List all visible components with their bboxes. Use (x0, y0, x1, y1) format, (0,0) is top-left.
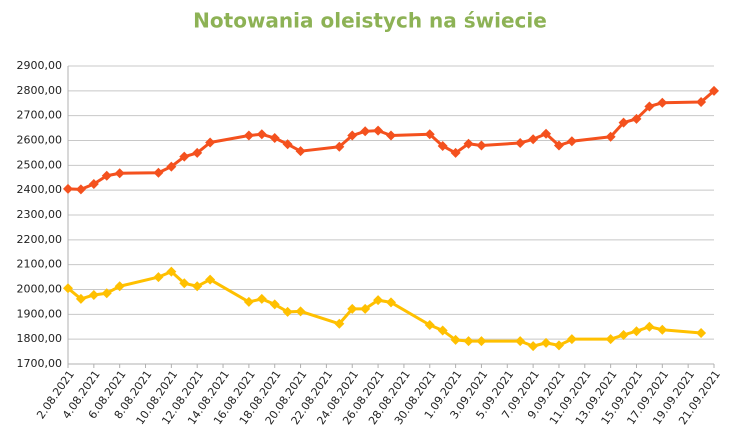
data-point (295, 306, 306, 317)
data-point (631, 326, 642, 337)
data-point (424, 129, 435, 140)
data-point (657, 97, 668, 108)
data-point (75, 293, 86, 304)
y-tick-label: 2300,00 (17, 208, 63, 221)
data-point (114, 168, 125, 179)
y-tick-label: 2600,00 (17, 134, 63, 147)
data-point (166, 161, 177, 172)
data-point (153, 272, 164, 283)
data-point (334, 141, 345, 152)
y-tick-label: 2800,00 (17, 84, 63, 97)
data-point (334, 318, 345, 329)
y-tick-label: 2500,00 (17, 158, 63, 171)
data-point (566, 334, 577, 345)
data-point (360, 303, 371, 314)
data-point (696, 97, 707, 108)
data-point (476, 336, 487, 347)
data-point (437, 325, 448, 336)
data-point (269, 133, 280, 144)
data-point (424, 320, 435, 331)
data-point (437, 140, 448, 151)
data-point (63, 283, 73, 294)
data-point (192, 147, 203, 158)
data-point (618, 117, 629, 128)
data-point (282, 139, 293, 150)
y-tick-label: 1900,00 (17, 307, 63, 320)
data-point (347, 303, 358, 314)
series-line (67, 270, 702, 348)
data-point (153, 167, 164, 178)
data-point (347, 130, 358, 141)
data-point (566, 136, 577, 147)
data-point (101, 288, 112, 299)
y-tick-label: 2700,00 (17, 109, 63, 122)
data-point (553, 340, 564, 351)
data-point (205, 274, 216, 285)
data-point (541, 128, 552, 139)
data-point (657, 324, 668, 335)
data-point (282, 306, 293, 317)
data-point (114, 281, 125, 292)
data-point (515, 336, 526, 347)
y-tick-label: 1800,00 (17, 332, 63, 345)
data-point (644, 321, 655, 332)
data-point (295, 146, 306, 157)
data-point (386, 297, 396, 308)
data-point (528, 341, 539, 352)
data-point (450, 334, 461, 345)
data-point (386, 130, 396, 141)
data-point (88, 178, 99, 189)
data-point (179, 278, 190, 289)
chart-title: Notowania oleistych na świecie (193, 9, 547, 33)
data-point (101, 170, 112, 181)
data-point (476, 140, 487, 151)
data-point (541, 337, 552, 348)
data-point (515, 137, 526, 148)
data-point (450, 147, 461, 158)
data-point (166, 266, 177, 277)
data-point (631, 113, 642, 124)
data-point (618, 329, 629, 340)
data-point (256, 293, 267, 304)
data-point (696, 327, 707, 338)
y-tick-label: 2400,00 (17, 183, 63, 196)
y-tick-label: 2000,00 (17, 283, 63, 296)
data-point (179, 151, 190, 162)
y-tick-label: 2100,00 (17, 258, 63, 271)
data-point (605, 334, 616, 345)
y-tick-label: 2900,00 (17, 59, 63, 72)
data-point (373, 125, 384, 136)
data-point (88, 289, 99, 300)
data-point (192, 281, 203, 292)
data-point (205, 137, 216, 148)
data-point (256, 129, 267, 140)
data-point (463, 336, 474, 347)
data-point (644, 101, 655, 112)
data-point (243, 130, 254, 141)
data-point (709, 85, 719, 96)
data-point (360, 126, 371, 137)
y-tick-label: 1700,00 (17, 357, 63, 370)
data-point (553, 140, 564, 151)
data-point (63, 183, 73, 194)
data-point (373, 295, 384, 306)
data-point (75, 184, 86, 195)
data-point (243, 296, 254, 307)
data-point (463, 138, 474, 149)
y-tick-label: 2200,00 (17, 233, 63, 246)
data-point (269, 299, 280, 310)
data-point (605, 131, 616, 142)
data-point (528, 134, 539, 145)
